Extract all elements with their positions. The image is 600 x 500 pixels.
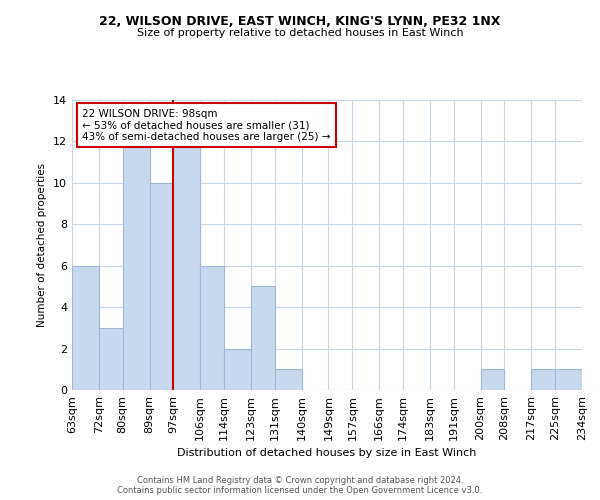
Bar xyxy=(275,370,302,390)
Bar xyxy=(531,370,555,390)
Bar xyxy=(224,348,251,390)
Text: 22, WILSON DRIVE, EAST WINCH, KING'S LYNN, PE32 1NX: 22, WILSON DRIVE, EAST WINCH, KING'S LYN… xyxy=(100,15,500,28)
Text: Size of property relative to detached houses in East Winch: Size of property relative to detached ho… xyxy=(137,28,463,38)
Bar xyxy=(99,328,123,390)
Text: 22 WILSON DRIVE: 98sqm
← 53% of detached houses are smaller (31)
43% of semi-det: 22 WILSON DRIVE: 98sqm ← 53% of detached… xyxy=(82,108,331,142)
Bar xyxy=(200,266,224,390)
Bar xyxy=(481,370,505,390)
Bar xyxy=(72,266,99,390)
Bar xyxy=(149,183,173,390)
Bar xyxy=(123,142,149,390)
Bar xyxy=(173,142,200,390)
Y-axis label: Number of detached properties: Number of detached properties xyxy=(37,163,47,327)
Bar xyxy=(251,286,275,390)
Bar xyxy=(555,370,582,390)
X-axis label: Distribution of detached houses by size in East Winch: Distribution of detached houses by size … xyxy=(178,448,476,458)
Text: Contains HM Land Registry data © Crown copyright and database right 2024.
Contai: Contains HM Land Registry data © Crown c… xyxy=(118,476,482,495)
